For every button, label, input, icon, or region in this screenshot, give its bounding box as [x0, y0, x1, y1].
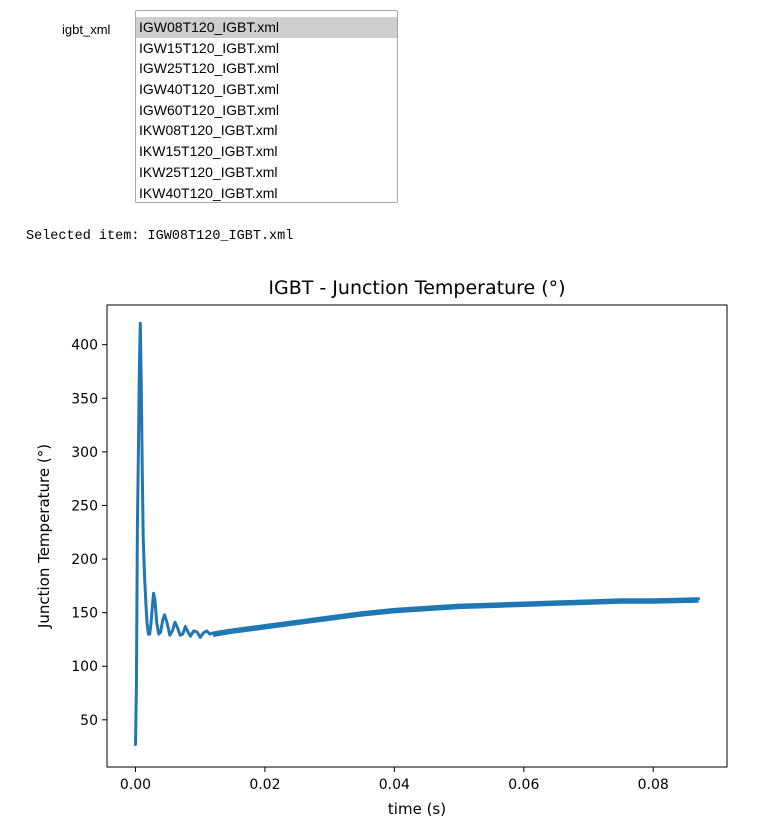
- series-line: [134, 321, 700, 746]
- igbt-xml-listbox[interactable]: IGW08T120_IGBT.xml IGW15T120_IGBT.xml IGW2…: [135, 10, 398, 203]
- list-option[interactable]: IGW40T120_IGBT.xml: [139, 81, 280, 98]
- widget-label: igbt_xml: [62, 22, 111, 37]
- y-tick-label: 350: [71, 391, 98, 407]
- y-tick-label: 250: [71, 498, 98, 514]
- x-tick-label: 0.00: [120, 777, 151, 793]
- x-tick-label: 0.06: [508, 777, 539, 793]
- y-axis-label: Junction Temperature (°): [35, 444, 53, 629]
- y-tick-label: 100: [71, 659, 98, 675]
- x-tick-label: 0.08: [638, 777, 669, 793]
- y-tick-label: 200: [71, 552, 98, 568]
- list-option[interactable]: IGW60T120_IGBT.xml: [139, 101, 280, 118]
- select-widget: igbt_xml IGW08T120_IGBT.xml IGW15T120_IGB…: [0, 0, 767, 215]
- y-tick-label: 50: [80, 713, 98, 729]
- list-option[interactable]: IKW40T120_IGBT.xml: [139, 184, 278, 201]
- chart-svg: IGBT - Junction Temperature (°) 0.00 0.02 0…: [35, 277, 728, 818]
- list-option[interactable]: IGW08T120_IGBT.xml: [136, 17, 397, 38]
- list-option[interactable]: IGW25T120_IGBT.xml: [139, 60, 280, 77]
- y-tick-label: 300: [71, 445, 98, 461]
- list-option[interactable]: IGW15T120_IGBT.xml: [139, 39, 280, 56]
- series-band: [212, 598, 699, 637]
- selected-item-output: Selected item: IGW08T120_IGBT.xml: [26, 229, 294, 244]
- list-option[interactable]: IKW25T120_IGBT.xml: [139, 163, 278, 180]
- y-tick-label: 400: [71, 338, 98, 354]
- x-axis-label: time (s): [388, 800, 446, 818]
- x-tick-label: 0.02: [249, 777, 280, 793]
- x-tick-label: 0.04: [379, 777, 410, 793]
- y-tick-label: 150: [71, 606, 98, 622]
- junction-temperature-chart: IGBT - Junction Temperature (°) 0.00 0.02 0…: [0, 265, 767, 826]
- chart-title: IGBT - Junction Temperature (°): [268, 277, 565, 299]
- list-option[interactable]: IKW08T120_IGBT.xml: [139, 122, 278, 139]
- plot-frame: [106, 304, 728, 768]
- list-option[interactable]: IKW15T120_IGBT.xml: [139, 143, 278, 160]
